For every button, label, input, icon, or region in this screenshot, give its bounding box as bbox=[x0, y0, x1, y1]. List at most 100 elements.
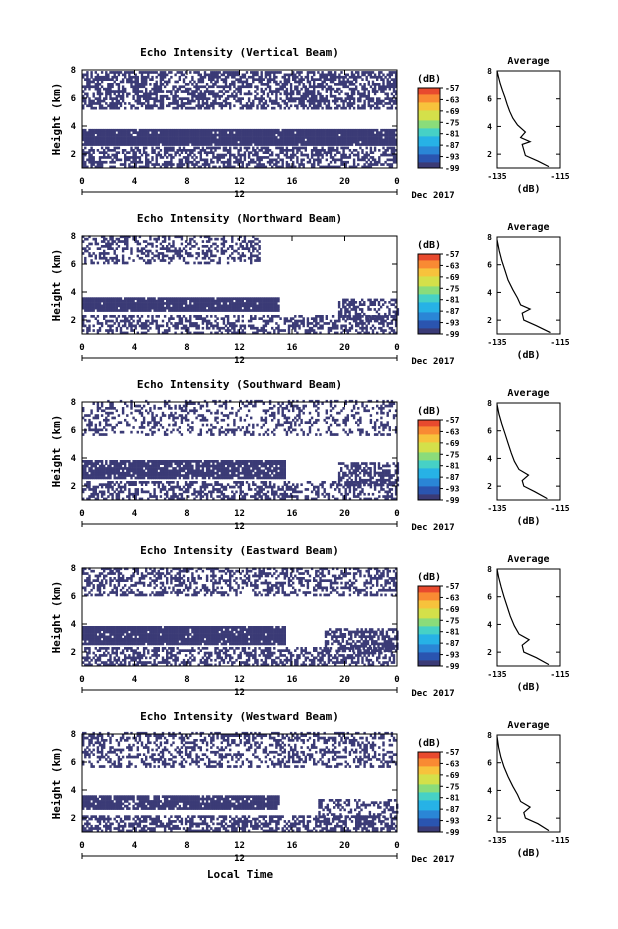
echo-cell bbox=[338, 140, 341, 144]
echo-cell bbox=[268, 306, 272, 310]
echo-cell bbox=[115, 71, 118, 74]
echo-cell bbox=[172, 256, 175, 260]
echo-cell bbox=[281, 146, 284, 150]
echo-cell bbox=[358, 312, 362, 316]
echo-cell bbox=[329, 329, 333, 332]
echo-cell bbox=[245, 245, 249, 248]
echo-cell bbox=[180, 165, 184, 169]
echo-cell bbox=[367, 99, 370, 103]
echo-cell bbox=[313, 80, 316, 84]
echo-cell bbox=[163, 143, 167, 146]
echo-cell bbox=[222, 73, 226, 77]
y-tick-label: 2 bbox=[71, 150, 76, 160]
echo-cell bbox=[119, 319, 123, 323]
echo-cell bbox=[145, 245, 148, 248]
echo-cell bbox=[218, 309, 221, 312]
echo-cell bbox=[327, 136, 331, 139]
echo-cell bbox=[375, 298, 379, 302]
echo-cell bbox=[392, 71, 396, 74]
echo-cell bbox=[174, 131, 177, 134]
echo-cell bbox=[243, 235, 247, 239]
echo-cell bbox=[176, 136, 179, 139]
echo-cell bbox=[376, 104, 379, 108]
echo-cell bbox=[189, 297, 192, 300]
echo-cell bbox=[388, 80, 391, 84]
x-tick-label: 4 bbox=[132, 177, 138, 187]
echo-cell bbox=[334, 153, 337, 157]
echo-cell bbox=[319, 102, 322, 105]
echo-cell bbox=[132, 71, 135, 74]
echo-cell bbox=[361, 308, 364, 311]
echo-cell bbox=[212, 136, 215, 139]
echo-cell bbox=[134, 237, 137, 241]
echo-cell bbox=[98, 252, 102, 255]
echo-cell bbox=[338, 136, 341, 139]
echo-cell bbox=[226, 304, 230, 308]
echo-cell bbox=[195, 252, 198, 255]
echo-cell bbox=[313, 143, 316, 146]
echo-cell bbox=[264, 297, 268, 300]
echo-cell bbox=[279, 106, 282, 110]
echo-cell bbox=[363, 85, 366, 89]
echo-cell bbox=[296, 136, 299, 139]
echo-cell bbox=[237, 252, 240, 255]
echo-cell bbox=[176, 324, 179, 328]
echo-cell bbox=[197, 97, 200, 100]
echo-cell bbox=[126, 309, 129, 312]
echo-cell bbox=[239, 165, 242, 169]
echo-cell bbox=[254, 165, 257, 169]
echo-cell bbox=[262, 299, 265, 303]
echo-cell bbox=[266, 131, 270, 134]
echo-cell bbox=[264, 165, 268, 169]
echo-cell bbox=[298, 163, 301, 166]
echo-cell bbox=[229, 146, 232, 150]
echo-cell bbox=[243, 240, 247, 243]
echo-cell bbox=[277, 304, 280, 308]
echo-cell bbox=[355, 143, 358, 146]
echo-cell bbox=[128, 165, 131, 169]
echo-cell bbox=[266, 146, 270, 150]
echo-cell bbox=[380, 131, 383, 134]
echo-cell bbox=[287, 138, 291, 142]
echo-cell bbox=[189, 324, 192, 328]
echo-cell bbox=[84, 87, 87, 91]
echo-cell bbox=[128, 151, 131, 154]
echo-cell bbox=[256, 71, 259, 74]
echo-cell bbox=[119, 326, 123, 330]
echo-cell bbox=[323, 128, 326, 132]
echo-cell bbox=[247, 240, 251, 243]
echo-cell bbox=[224, 104, 228, 108]
echo-cell bbox=[304, 92, 307, 96]
echo-cell bbox=[121, 249, 125, 253]
echo-cell bbox=[275, 153, 278, 157]
echo-cell bbox=[229, 245, 232, 248]
echo-cell bbox=[371, 80, 375, 84]
echo-cell bbox=[180, 140, 184, 144]
echo-cell bbox=[371, 303, 374, 306]
echo-cell bbox=[384, 87, 387, 91]
echo-cell bbox=[367, 133, 370, 137]
echo-cell bbox=[310, 151, 314, 154]
echo-cell bbox=[281, 143, 284, 146]
echo-cell bbox=[239, 331, 242, 335]
echo-cell bbox=[394, 317, 397, 321]
echo-cell bbox=[149, 160, 152, 164]
echo-cell bbox=[174, 297, 177, 300]
echo-cell bbox=[371, 143, 375, 146]
echo-cell bbox=[121, 80, 125, 84]
echo-cell bbox=[357, 136, 360, 139]
echo-cell bbox=[163, 259, 167, 262]
echo-cell bbox=[382, 83, 385, 86]
echo-cell bbox=[355, 317, 358, 320]
average-frame bbox=[496, 236, 561, 335]
echo-cell bbox=[103, 304, 106, 308]
echo-cell bbox=[184, 90, 188, 93]
echo-cell bbox=[201, 256, 205, 260]
echo-cell bbox=[359, 331, 362, 335]
echo-cell bbox=[344, 143, 347, 146]
echo-cell bbox=[384, 149, 387, 152]
echo-cell bbox=[334, 94, 337, 98]
echo-cell bbox=[142, 302, 146, 305]
echo-cell bbox=[103, 249, 106, 253]
echo-cell bbox=[82, 235, 85, 239]
